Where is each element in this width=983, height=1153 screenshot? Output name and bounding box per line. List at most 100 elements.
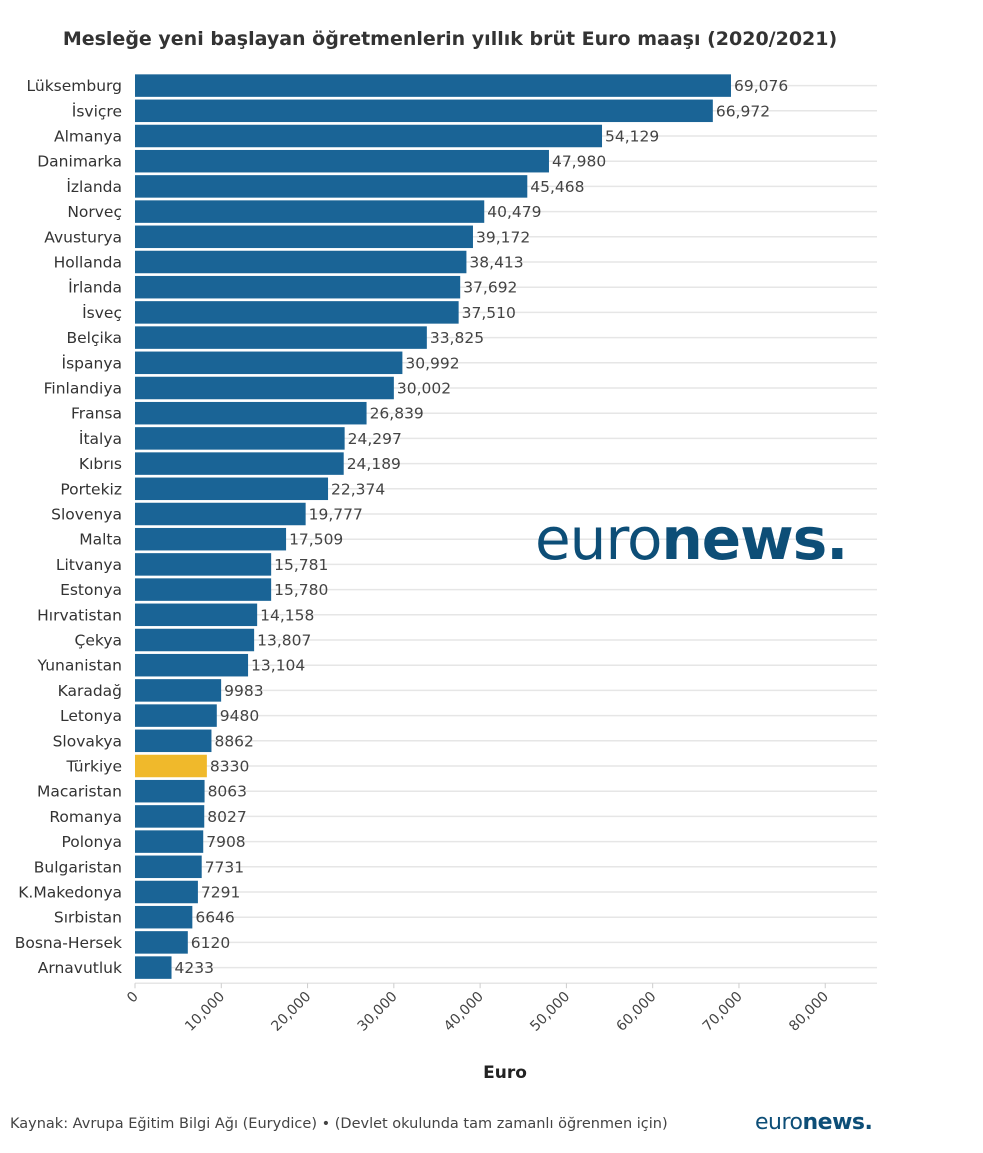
logo-euro: euro (755, 1110, 803, 1135)
bar (135, 74, 731, 97)
category-label: Portekiz (60, 480, 122, 498)
value-label: 47,980 (552, 153, 606, 171)
bar (135, 99, 713, 123)
category-label: Avusturya (44, 228, 122, 246)
bar (135, 124, 603, 148)
logo-news: news. (802, 1110, 873, 1135)
category-label: K.Makedonya (18, 884, 122, 902)
category-label: İsveç (82, 303, 122, 322)
bar (135, 553, 272, 576)
bar (135, 729, 212, 753)
x-tick-label: 10,000 (182, 989, 228, 1035)
category-label: Arnavutluk (38, 959, 122, 977)
value-label: 8027 (207, 808, 246, 826)
bar (135, 250, 467, 274)
bar (135, 754, 207, 778)
bar-chart: Lüksemburg İsviçre Almanya Danimarka İzlanda… (15, 74, 877, 1083)
value-label: 13,807 (257, 632, 311, 650)
value-label: 7908 (206, 833, 245, 851)
category-label: Bulgaristan (34, 858, 122, 876)
value-label: 9983 (224, 682, 263, 700)
category-label: İzlanda (66, 177, 122, 196)
value-label: 45,468 (530, 178, 584, 196)
bar (135, 603, 258, 627)
value-label: 39,172 (476, 228, 530, 246)
bar (135, 855, 202, 879)
bar (135, 427, 345, 450)
bar (135, 628, 255, 652)
category-label: Letonya (60, 707, 122, 725)
value-label: 37,692 (463, 279, 517, 297)
bar (135, 200, 485, 223)
bar (135, 905, 193, 929)
category-label: Danimarka (37, 153, 122, 171)
category-label: Finlandiya (44, 380, 122, 398)
value-label: 30,002 (397, 380, 451, 398)
value-label: 4233 (175, 959, 214, 977)
watermark-euro: euro (535, 505, 662, 573)
value-label: 69,076 (734, 77, 788, 95)
value-label: 26,839 (370, 405, 424, 423)
category-label: Polonya (61, 833, 122, 851)
source-note: Kaynak: Avrupa Eğitim Bilgi Ağı (Eurydic… (10, 1116, 668, 1132)
x-tick-label: 20,000 (268, 989, 314, 1035)
x-tick-label: 70,000 (700, 989, 746, 1035)
category-label: Kıbrıs (79, 455, 122, 473)
category-label: Yunanistan (37, 657, 122, 675)
bar (135, 351, 403, 375)
bar (135, 880, 198, 904)
value-label: 6646 (195, 909, 234, 927)
category-label: Estonya (60, 581, 122, 599)
bar (135, 805, 205, 828)
value-label: 8330 (210, 758, 249, 776)
category-label: Macaristan (37, 783, 122, 801)
value-label: 30,992 (405, 354, 459, 372)
value-label: 8862 (214, 732, 253, 750)
bar (135, 175, 528, 198)
value-label: 13,104 (251, 657, 305, 675)
value-label: 6120 (191, 934, 230, 952)
value-label: 7731 (205, 858, 244, 876)
euronews-watermark-logo: euronews. (535, 505, 849, 573)
bar (135, 401, 367, 425)
value-label: 17,509 (289, 531, 343, 549)
value-label: 15,780 (274, 581, 328, 599)
category-label: Malta (79, 531, 122, 549)
category-label: Çekya (75, 632, 122, 650)
bar (135, 527, 287, 551)
value-label: 19,777 (309, 506, 363, 524)
bar (135, 376, 394, 400)
value-label: 24,297 (348, 430, 402, 448)
category-label: Belçika (66, 329, 122, 347)
category-label: İrlanda (68, 278, 122, 297)
category-label: Slovenya (51, 506, 122, 524)
bar (135, 452, 344, 475)
category-label: Norveç (67, 203, 122, 221)
bar (135, 326, 427, 349)
value-label: 7291 (201, 884, 240, 902)
bar (135, 578, 272, 601)
watermark-news: news. (661, 505, 849, 573)
category-label: Almanya (54, 128, 122, 146)
category-label: İtalya (79, 429, 122, 448)
bar (135, 679, 222, 702)
category-label: İspanya (62, 353, 122, 372)
x-tick-label: 40,000 (441, 989, 487, 1035)
value-labels: 69,076 66,972 54,129 47,980 45,468 40,479 39,1… (175, 77, 789, 977)
category-label: Sırbistan (54, 909, 122, 927)
category-label: Hollanda (54, 254, 122, 272)
value-label: 66,972 (716, 102, 770, 120)
x-tick-label: 60,000 (614, 989, 660, 1035)
value-label: 15,781 (274, 556, 328, 574)
x-tick-label: 50,000 (527, 989, 573, 1035)
value-label: 37,510 (462, 304, 516, 322)
category-label: Lüksemburg (27, 77, 122, 95)
value-label: 22,374 (331, 480, 385, 498)
category-labels: Lüksemburg İsviçre Almanya Danimarka İzlanda… (15, 77, 122, 977)
bar (135, 956, 172, 979)
bar (135, 830, 204, 853)
category-label: Fransa (71, 405, 122, 423)
value-label: 38,413 (469, 254, 523, 272)
x-tick-label: 80,000 (786, 989, 832, 1035)
bar (135, 149, 549, 173)
